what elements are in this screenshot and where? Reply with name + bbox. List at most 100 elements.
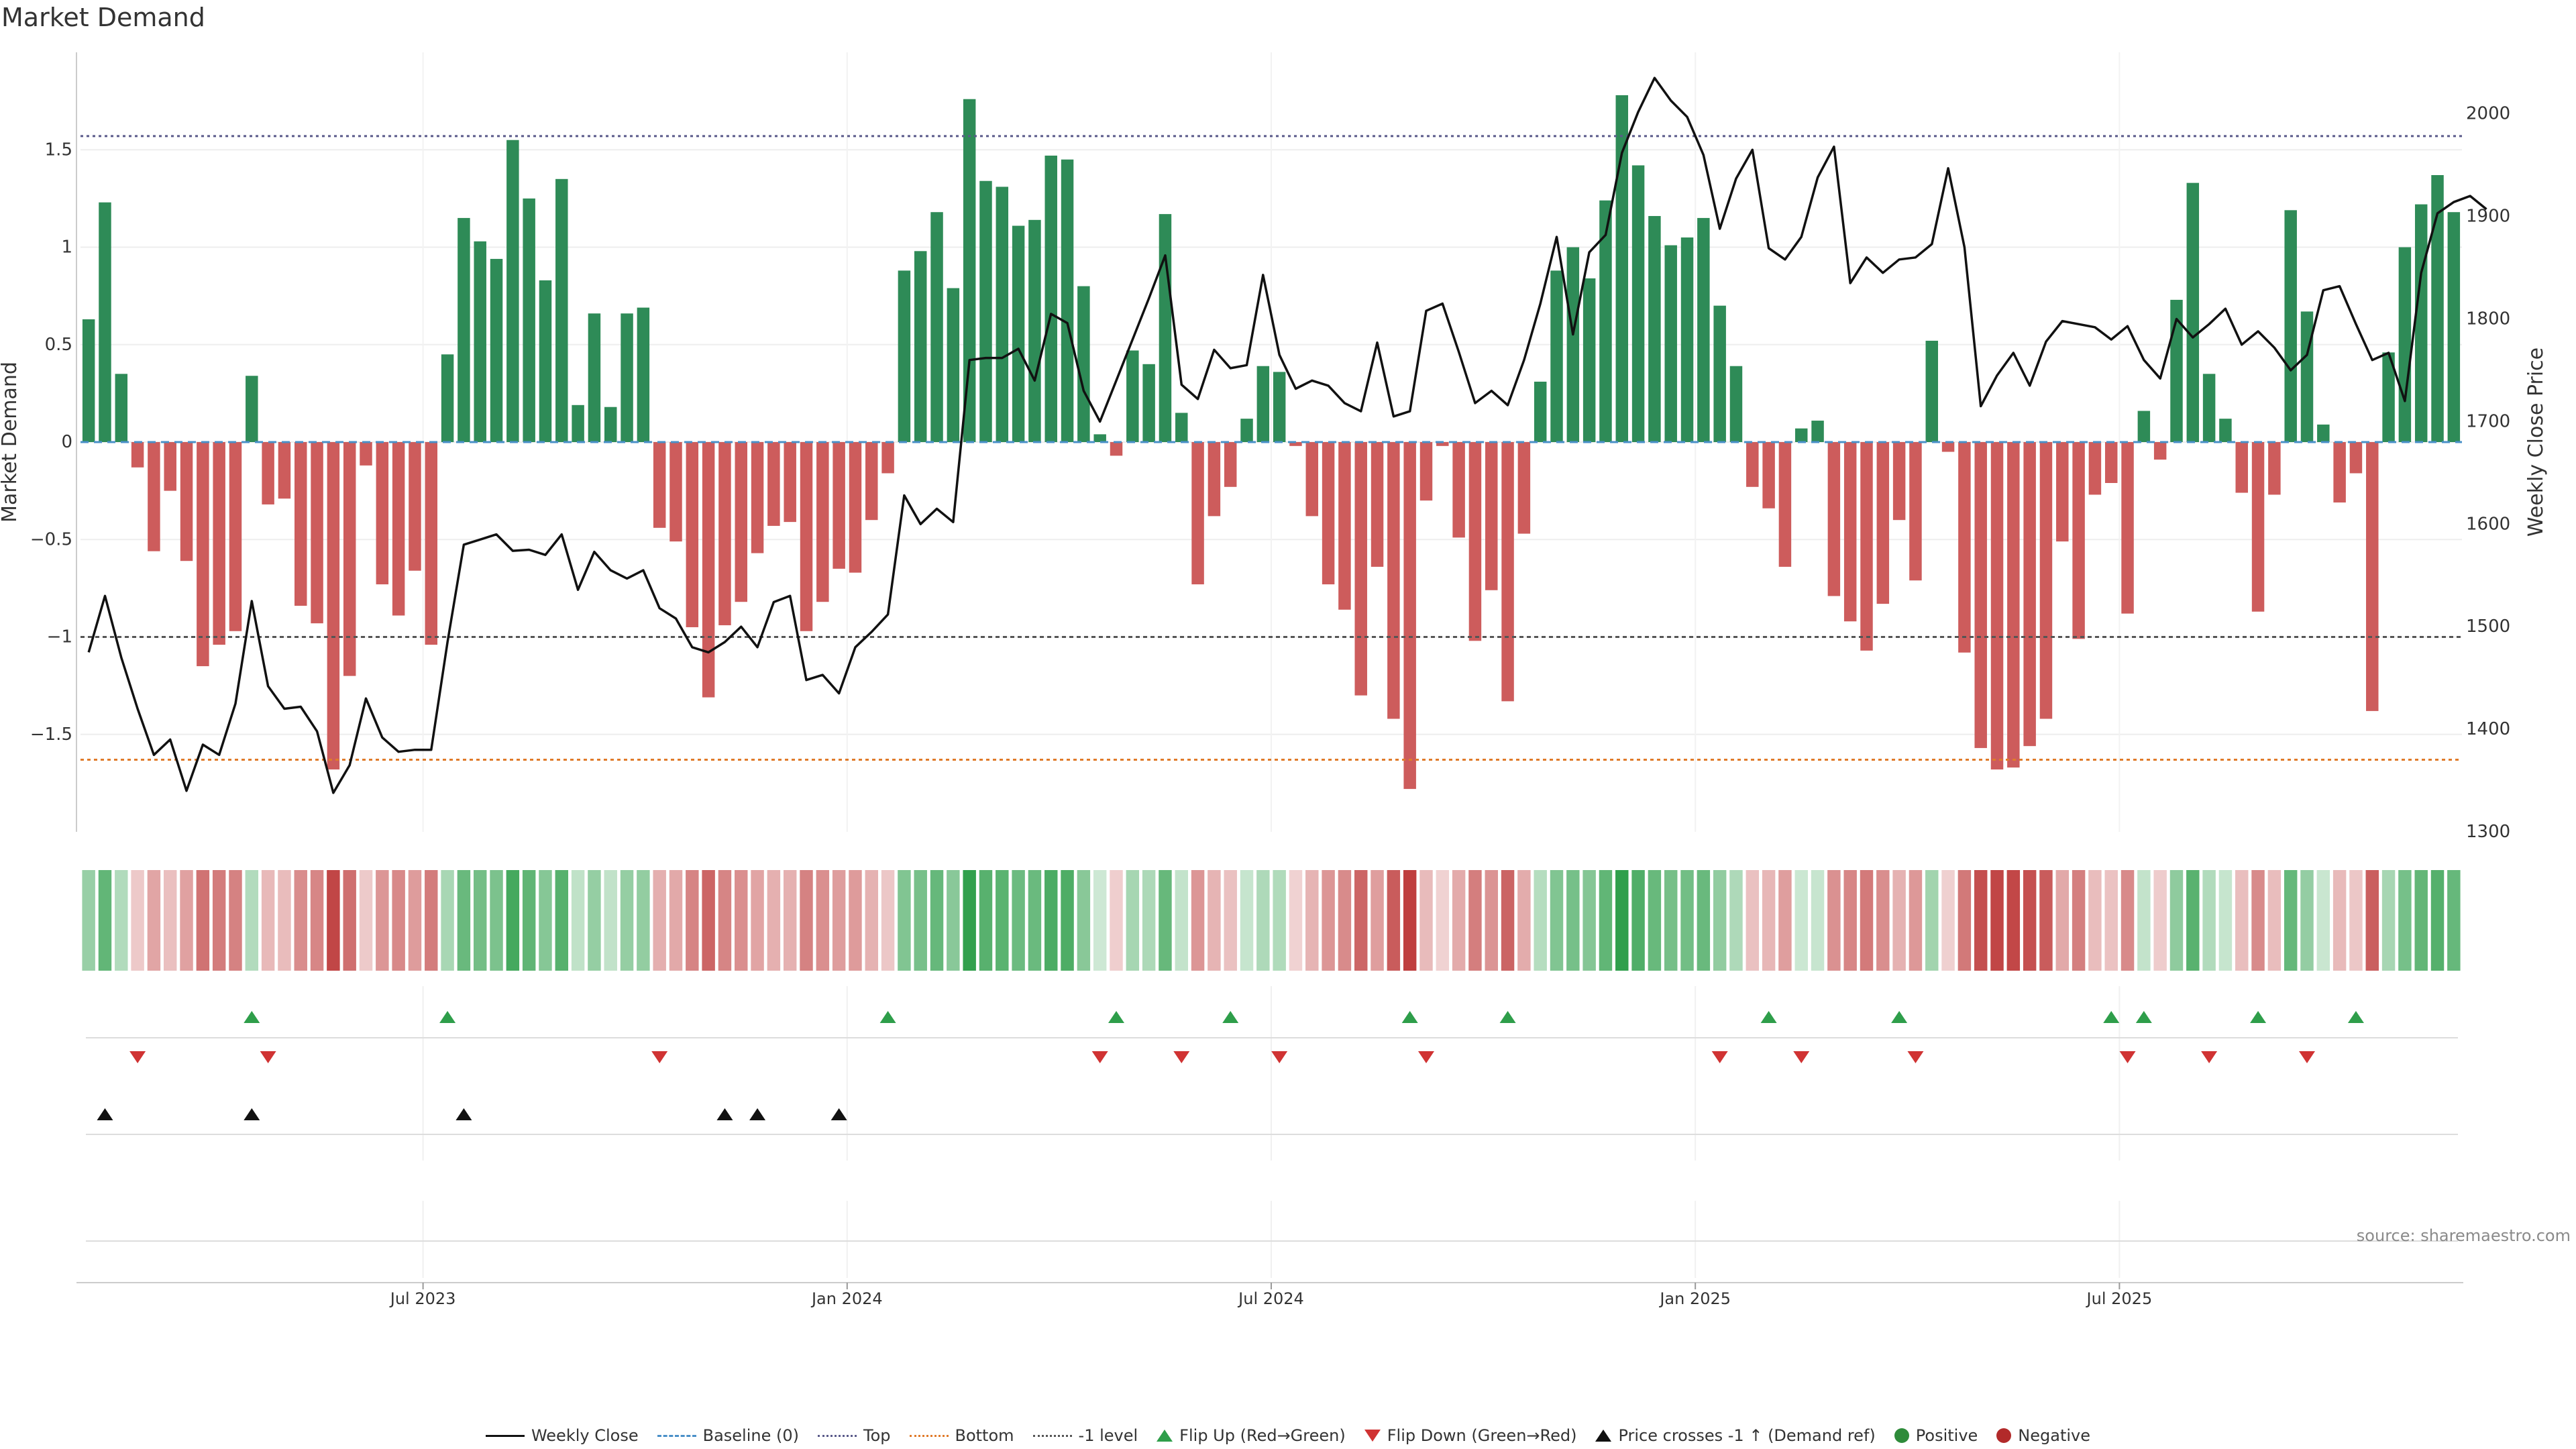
demand-bar <box>881 442 894 474</box>
demand-bar <box>327 442 340 770</box>
heat-cell <box>1680 870 1694 971</box>
price-cross-marker <box>749 1108 766 1120</box>
heat-cell <box>800 870 813 971</box>
heat-cell <box>2088 870 2102 971</box>
heat-cell <box>751 870 764 971</box>
y-tick-label: 0.5 <box>45 335 72 355</box>
demand-bar <box>164 442 176 491</box>
solid-line-icon <box>485 1430 525 1441</box>
demand-bar <box>1941 442 1955 452</box>
heat-cell <box>1273 870 1286 971</box>
heat-cell <box>2121 870 2135 971</box>
flip-down-marker <box>1711 1051 1728 1063</box>
flip-down-marker <box>2201 1051 2218 1063</box>
flip-up-marker <box>1499 1011 1516 1023</box>
demand-bar <box>294 442 307 606</box>
heat-cell <box>1974 870 1988 971</box>
heat-cell <box>2169 870 2184 971</box>
heat-cell <box>294 870 307 971</box>
heat-cell <box>1403 870 1417 971</box>
demand-bar <box>833 442 845 569</box>
flip-down-marker <box>1417 1051 1434 1063</box>
demand-bar <box>2349 442 2363 474</box>
heat-cell <box>1468 870 1482 971</box>
demand-bar <box>1452 442 1465 538</box>
demand-bar <box>1387 442 1400 719</box>
demand-bar <box>735 442 747 602</box>
heat-cell <box>539 870 552 971</box>
heat-cell <box>898 870 911 971</box>
heat-cell <box>1746 870 1760 971</box>
red-dot-icon <box>1996 1428 2012 1443</box>
flip-up-marker <box>1401 1011 1418 1023</box>
heat-cell <box>2039 870 2053 971</box>
heat-cell <box>180 870 193 971</box>
y-tick-label: −1.5 <box>30 724 72 745</box>
heat-cell <box>2300 870 2314 971</box>
demand-bar <box>1909 442 1922 581</box>
triangle-down-icon <box>1364 1430 1381 1442</box>
legend-label: Flip Up (Red→Green) <box>1179 1426 1346 1445</box>
flip-up-marker <box>1222 1011 1239 1023</box>
heat-cell <box>2218 870 2233 971</box>
demand-bar <box>474 241 486 442</box>
demand-bar <box>1534 381 1547 442</box>
flip-up-marker <box>2103 1011 2120 1023</box>
legend-item-positive: Positive <box>1894 1426 1978 1445</box>
demand-bar <box>2137 411 2151 442</box>
flip-up-marker <box>2250 1011 2267 1023</box>
demand-bar <box>425 442 438 645</box>
demand-bar <box>360 442 372 466</box>
heat-cell <box>735 870 748 971</box>
demand-bar <box>1550 270 1563 442</box>
demand-bar <box>82 319 95 442</box>
demand-bar <box>669 442 682 542</box>
heat-cell <box>1289 870 1303 971</box>
demand-bar <box>1974 442 1987 749</box>
price-cross-marker <box>244 1108 260 1120</box>
heat-cell <box>849 870 862 971</box>
demand-bar <box>1142 364 1155 442</box>
heat-cell <box>1876 870 1890 971</box>
demand-bar <box>637 307 650 442</box>
y2-tick-label: 1400 <box>2466 719 2510 739</box>
legend-item-bottom: Bottom <box>909 1426 1014 1445</box>
legend-label: Top <box>863 1426 891 1445</box>
heat-cell <box>1925 870 1939 971</box>
demand-bar <box>1159 214 1172 442</box>
demand-bar <box>1403 442 1416 790</box>
flip-down-marker <box>260 1051 276 1063</box>
y2-tick-label: 1300 <box>2466 822 2510 842</box>
heat-cell <box>522 870 536 971</box>
heat-cell <box>310 870 324 971</box>
demand-bar <box>311 442 323 624</box>
heat-cell <box>767 870 781 971</box>
heat-cell <box>1159 870 1172 971</box>
legend-label: Negative <box>2018 1426 2091 1445</box>
heat-cell <box>1762 870 1776 971</box>
heat-cell <box>2414 870 2428 971</box>
demand-bar <box>2121 442 2134 614</box>
heat-cell <box>996 870 1009 971</box>
demand-bar <box>278 442 291 499</box>
heat-cell <box>2186 870 2200 971</box>
demand-bar <box>2039 442 2053 719</box>
triangle-up-icon <box>1157 1430 1173 1442</box>
x-tick-label: Jul 2024 <box>1237 1289 1304 1308</box>
demand-bar <box>1615 95 1629 442</box>
demand-bar <box>213 442 225 645</box>
y2-tick-label: 1800 <box>2466 309 2510 329</box>
heat-cell <box>1664 870 1678 971</box>
demand-bar <box>392 442 405 616</box>
demand-bar <box>1925 340 1938 442</box>
heat-cell <box>783 870 797 971</box>
heat-cell <box>261 870 275 971</box>
heat-cell <box>718 870 732 971</box>
demand-bar <box>1827 442 1841 596</box>
demand-bar <box>1061 159 1074 442</box>
x-tick-label: Jan 2025 <box>1658 1289 1731 1308</box>
heat-cell <box>1485 870 1498 971</box>
demand-bar <box>588 313 601 442</box>
heat-cell <box>914 870 927 971</box>
heat-cell <box>1550 870 1564 971</box>
